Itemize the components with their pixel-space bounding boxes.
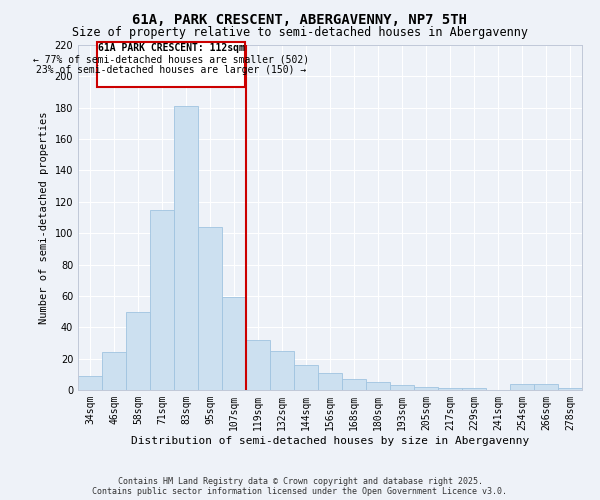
- Bar: [558, 388, 582, 390]
- Bar: [246, 340, 270, 390]
- Y-axis label: Number of semi-detached properties: Number of semi-detached properties: [39, 112, 49, 324]
- Text: 61A PARK CRESCENT: 112sqm: 61A PARK CRESCENT: 112sqm: [98, 44, 244, 54]
- X-axis label: Distribution of semi-detached houses by size in Abergavenny: Distribution of semi-detached houses by …: [131, 436, 529, 446]
- Text: Size of property relative to semi-detached houses in Abergavenny: Size of property relative to semi-detach…: [72, 26, 528, 39]
- Bar: [270, 351, 294, 390]
- Bar: [390, 386, 414, 390]
- Text: 61A, PARK CRESCENT, ABERGAVENNY, NP7 5TH: 61A, PARK CRESCENT, ABERGAVENNY, NP7 5TH: [133, 12, 467, 26]
- Bar: [78, 376, 102, 390]
- Bar: [126, 312, 150, 390]
- Bar: [174, 106, 198, 390]
- FancyBboxPatch shape: [97, 42, 245, 88]
- Bar: [150, 210, 174, 390]
- Bar: [342, 379, 366, 390]
- Bar: [318, 373, 342, 390]
- Bar: [438, 388, 462, 390]
- Bar: [294, 365, 318, 390]
- Bar: [222, 298, 246, 390]
- Text: ← 77% of semi-detached houses are smaller (502): ← 77% of semi-detached houses are smalle…: [33, 54, 309, 64]
- Bar: [366, 382, 390, 390]
- Bar: [534, 384, 558, 390]
- Text: Contains HM Land Registry data © Crown copyright and database right 2025.
Contai: Contains HM Land Registry data © Crown c…: [92, 476, 508, 496]
- Bar: [462, 388, 486, 390]
- Bar: [198, 227, 222, 390]
- Text: 23% of semi-detached houses are larger (150) →: 23% of semi-detached houses are larger (…: [36, 66, 306, 76]
- Bar: [414, 387, 438, 390]
- Bar: [102, 352, 126, 390]
- Bar: [510, 384, 534, 390]
